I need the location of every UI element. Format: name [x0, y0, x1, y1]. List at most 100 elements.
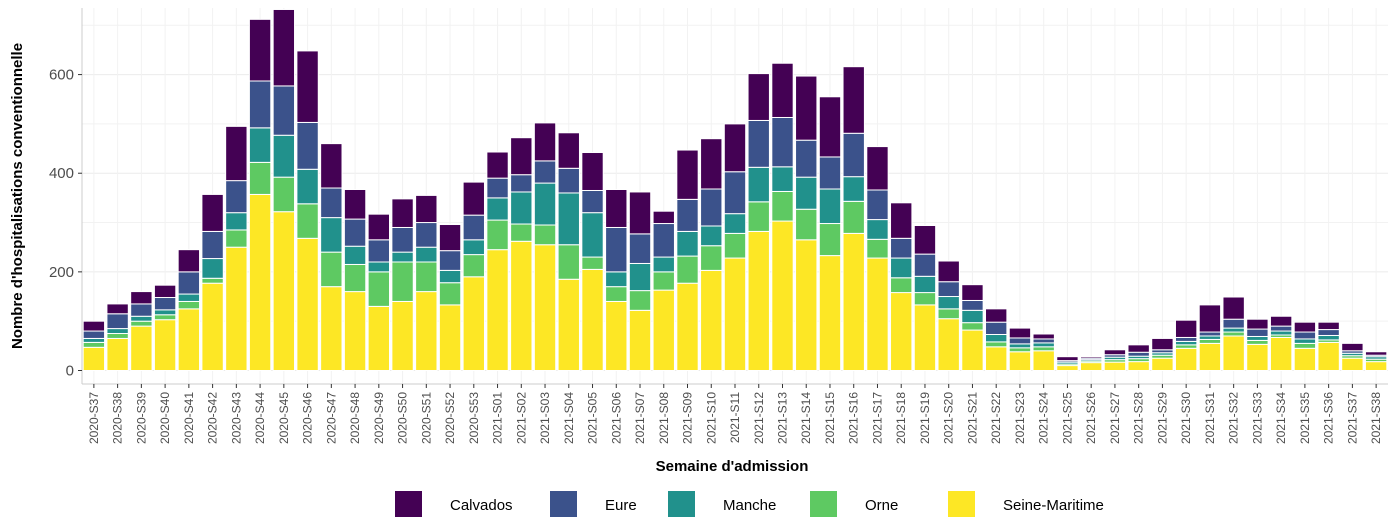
bar-segment-manche: [130, 315, 153, 322]
bar-segment-orne: [937, 308, 960, 320]
x-tick-label: 2020-S37: [87, 392, 101, 444]
bar-segment-orne: [795, 208, 818, 241]
bar-segment-seine-maritime: [177, 308, 201, 372]
bar-segment-orne: [700, 245, 723, 271]
bar-segment-manche: [391, 251, 414, 263]
bar-segment-calvados: [391, 198, 414, 228]
x-axis-title: Semaine d'admission: [656, 458, 809, 475]
bar-segment-calvados: [153, 284, 177, 299]
bar-segment-eure: [842, 132, 865, 178]
x-tick-label: 2020-S53: [467, 392, 481, 444]
bar-segment-calvados: [106, 303, 129, 315]
x-tick-label: 2021-S04: [562, 392, 576, 444]
bar-segment-manche: [1269, 330, 1293, 336]
bar-segment-orne: [581, 256, 604, 270]
x-tick-label: 2020-S39: [134, 392, 148, 444]
bar-segment-orne: [652, 271, 675, 291]
bar-segment-orne: [1032, 346, 1055, 352]
bar-segment-orne: [818, 223, 842, 257]
bar-segment-calvados: [628, 191, 652, 235]
bar-segment-calvados: [533, 122, 557, 162]
x-tick-label: 2021-S26: [1084, 392, 1098, 444]
bar-segment-manche: [581, 212, 604, 258]
bar-segment-calvados: [1080, 356, 1103, 359]
bar-segment-calvados: [272, 8, 296, 87]
bar-segment-seine-maritime: [320, 286, 343, 371]
bar-segment-calvados: [486, 151, 509, 179]
x-tick-label: 2021-S20: [942, 392, 956, 444]
x-tick-label: 2020-S50: [396, 392, 410, 444]
bar-segment-calvados: [1198, 304, 1222, 333]
x-axis-ticks: 2020-S37 2020-S38 2020-S39 2020-S40 2020-S41…: [87, 384, 1383, 444]
bar-segment-seine-maritime: [1080, 362, 1103, 371]
bar-segment-seine-maritime: [106, 337, 129, 372]
bar-segment-calvados: [1032, 333, 1055, 340]
bar-segment-orne: [557, 244, 580, 280]
bar-segment-manche: [1246, 335, 1269, 341]
x-tick-label: 2021-S32: [1227, 392, 1241, 444]
bar-segment-seine-maritime: [771, 220, 794, 371]
bar-segment-manche: [486, 197, 509, 221]
legend-key-calvados: [395, 491, 422, 517]
bar-segment-orne: [438, 282, 462, 306]
bar-segment-manche: [985, 334, 1008, 343]
bar-segment-manche: [82, 337, 106, 343]
x-tick-label: 2021-S31: [1203, 392, 1217, 444]
x-tick-label: 2021-S11: [728, 392, 742, 443]
bar-segment-eure: [652, 223, 675, 258]
x-tick-label: 2021-S37: [1345, 392, 1359, 444]
bar-segment-orne: [415, 261, 438, 293]
x-tick-label: 2021-S06: [609, 392, 623, 444]
bar-segment-seine-maritime: [581, 268, 604, 372]
y-tick-label: 400: [49, 165, 74, 182]
bar-segment-eure: [106, 313, 129, 330]
x-tick-label: 2020-S47: [324, 392, 338, 444]
bar-segment-seine-maritime: [462, 276, 485, 372]
bar-segment-manche: [462, 239, 485, 256]
x-tick-label: 2021-S05: [586, 392, 600, 444]
bar-segment-eure: [913, 253, 937, 277]
bar-segment-seine-maritime: [557, 278, 580, 372]
bar-segment-manche: [676, 230, 699, 257]
bar-segment-manche: [557, 192, 580, 246]
bar-segment-eure: [130, 303, 153, 317]
x-tick-label: 2020-S38: [111, 392, 125, 444]
bar-segment-orne: [106, 333, 129, 339]
bar-segment-eure: [201, 230, 224, 260]
x-tick-label: 2020-S48: [348, 392, 362, 444]
bar-segment-manche: [1293, 338, 1317, 344]
x-tick-label: 2021-S23: [1013, 392, 1027, 444]
bar-segment-calvados: [1174, 319, 1198, 338]
bar-segment-orne: [272, 176, 296, 213]
bar-segment-eure: [1246, 328, 1269, 337]
bar-segment-seine-maritime: [1364, 361, 1388, 371]
x-tick-label: 2020-S40: [158, 392, 172, 444]
bar-segment-seine-maritime: [961, 329, 984, 371]
x-tick-label: 2021-S36: [1322, 392, 1336, 444]
bar-segment-eure: [510, 174, 533, 193]
bar-segment-orne: [628, 290, 652, 311]
bar-segment-calvados: [1127, 344, 1150, 353]
bar-segment-calvados: [985, 308, 1008, 323]
bar-segment-seine-maritime: [937, 318, 960, 371]
bar-segment-orne: [153, 314, 177, 321]
bar-segment-eure: [1032, 338, 1055, 344]
x-tick-label: 2021-S01: [491, 392, 505, 444]
bar-segment-eure: [391, 226, 414, 253]
y-axis-ticks: 0 200 400 600: [49, 67, 82, 380]
bar-segment-calvados: [1341, 342, 1364, 352]
bar-segment-seine-maritime: [82, 346, 106, 372]
bar-segment-seine-maritime: [1103, 361, 1127, 371]
bar-segment-seine-maritime: [438, 304, 462, 371]
bar-segment-eure: [557, 167, 580, 194]
bar-segment-eure: [296, 121, 319, 170]
bar-segment-seine-maritime: [795, 239, 818, 371]
bar-segment-eure: [1174, 336, 1198, 342]
bar-segment-manche: [795, 176, 818, 210]
bar-segment-manche: [1008, 343, 1032, 349]
bars: [82, 8, 1388, 372]
bar-segment-orne: [1008, 347, 1032, 353]
bar-segment-seine-maritime: [296, 237, 319, 371]
bar-segment-calvados: [605, 189, 628, 228]
